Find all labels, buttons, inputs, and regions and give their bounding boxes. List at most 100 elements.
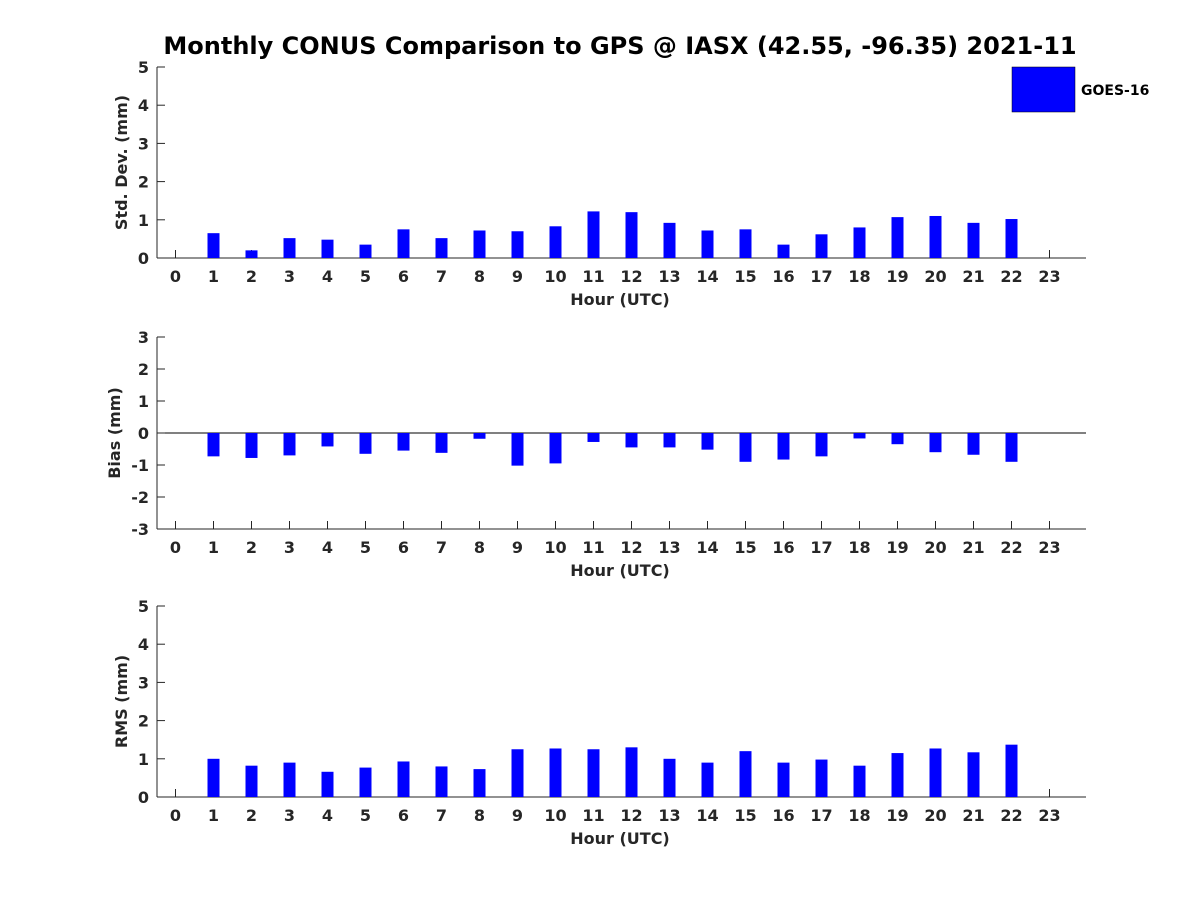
bias-bar-hour-7 xyxy=(435,433,448,453)
std-dev-bar-hour-14 xyxy=(701,230,714,258)
std-dev-bar-hour-2 xyxy=(245,250,258,258)
bias-bar-hour-2 xyxy=(245,433,258,458)
rms-bar-hour-8 xyxy=(473,769,486,797)
bias-x-tick-label: 19 xyxy=(886,538,908,557)
std-dev-y-tick-label: 3 xyxy=(138,134,149,153)
rms-y-tick-label: 5 xyxy=(138,597,149,616)
std-dev-x-tick-label: 19 xyxy=(886,267,908,286)
std-dev-x-tick-label: 4 xyxy=(322,267,333,286)
bias-bar-hour-14 xyxy=(701,433,714,450)
std-dev-x-tick-label: 10 xyxy=(544,267,566,286)
bias-bar-hour-11 xyxy=(587,433,600,442)
rms-bar-hour-19 xyxy=(891,753,904,797)
rms-x-tick-label: 19 xyxy=(886,806,908,825)
bias-bar-hour-18 xyxy=(853,433,866,439)
std-dev-x-tick-label: 0 xyxy=(170,267,181,286)
rms-x-tick-label: 16 xyxy=(772,806,794,825)
bias-x-tick-label: 17 xyxy=(810,538,832,557)
bias-bar-hour-8 xyxy=(473,433,486,439)
rms-bar-hour-6 xyxy=(397,761,410,797)
std-dev-bar-hour-8 xyxy=(473,230,486,258)
legend: GOES-16 xyxy=(1011,66,1149,113)
legend-swatch xyxy=(1011,66,1076,113)
bias-y-tick-label: 2 xyxy=(138,360,149,379)
std-dev-x-tick-label: 14 xyxy=(696,267,718,286)
rms-x-tick-label: 18 xyxy=(848,806,870,825)
bias-y-tick-label: 0 xyxy=(138,424,149,443)
std-dev-x-tick-label: 21 xyxy=(962,267,984,286)
std-dev-x-tick-label: 17 xyxy=(810,267,832,286)
bias-x-tick-label: 18 xyxy=(848,538,870,557)
bias-x-tick-label: 23 xyxy=(1038,538,1060,557)
std-dev-bar-hour-3 xyxy=(283,238,296,258)
std-dev-bar-hour-19 xyxy=(891,217,904,258)
rms-bar-hour-20 xyxy=(929,748,942,797)
bias-x-tick-label: 8 xyxy=(474,538,485,557)
std-dev-x-tick-label: 1 xyxy=(208,267,219,286)
std-dev-x-tick-label: 3 xyxy=(284,267,295,286)
bias-x-tick-label: 7 xyxy=(436,538,447,557)
rms-bar-hour-11 xyxy=(587,749,600,797)
legend-label: GOES-16 xyxy=(1081,83,1149,99)
rms-bar-hour-17 xyxy=(815,759,828,797)
rms-bar-hour-4 xyxy=(321,771,334,797)
std-dev-bar-hour-1 xyxy=(207,233,220,258)
rms-x-tick-label: 0 xyxy=(170,806,181,825)
rms-x-tick-label: 11 xyxy=(582,806,604,825)
std-dev-bar-hour-17 xyxy=(815,234,828,258)
bias-x-tick-label: 1 xyxy=(208,538,219,557)
rms-x-tick-label: 20 xyxy=(924,806,946,825)
std-dev-y-tick-label: 0 xyxy=(138,249,149,268)
bias-x-tick-label: 11 xyxy=(582,538,604,557)
rms-y-tick-label: 1 xyxy=(138,750,149,769)
std-dev-bar-hour-15 xyxy=(739,229,752,258)
bias-x-tick-label: 14 xyxy=(696,538,718,557)
std-dev-bar-hour-13 xyxy=(663,222,676,258)
rms-bar-hour-13 xyxy=(663,758,676,797)
rms-x-tick-label: 22 xyxy=(1000,806,1022,825)
std-dev-x-tick-label: 2 xyxy=(246,267,257,286)
bias-x-tick-label: 2 xyxy=(246,538,257,557)
bias-x-tick-label: 12 xyxy=(620,538,642,557)
rms-x-axis-label: Hour (UTC) xyxy=(570,829,670,848)
bias-bar-hour-12 xyxy=(625,433,638,448)
std-dev-bar-hour-9 xyxy=(511,231,524,258)
bias-x-tick-label: 15 xyxy=(734,538,756,557)
bias-bar-hour-13 xyxy=(663,433,676,448)
rms-bar-hour-14 xyxy=(701,762,714,797)
bias-x-tick-label: 4 xyxy=(322,538,333,557)
rms-bar-hour-3 xyxy=(283,762,296,797)
bias-bar-hour-3 xyxy=(283,433,296,456)
rms-x-tick-label: 14 xyxy=(696,806,718,825)
rms-bar-hour-1 xyxy=(207,758,220,797)
std-dev-bar-hour-20 xyxy=(929,215,942,258)
bias-y-tick-label: -1 xyxy=(131,456,149,475)
bias-bar-hour-17 xyxy=(815,433,828,457)
rms-bar-hour-18 xyxy=(853,765,866,797)
rms-bar-hour-12 xyxy=(625,747,638,797)
std-dev-x-tick-label: 7 xyxy=(436,267,447,286)
rms-bar-hour-7 xyxy=(435,766,448,797)
rms-bar-hour-21 xyxy=(967,752,980,797)
rms-bar-hour-10 xyxy=(549,748,562,797)
rms-x-tick-label: 21 xyxy=(962,806,984,825)
bias-x-tick-label: 10 xyxy=(544,538,566,557)
std-dev-x-axis-label: Hour (UTC) xyxy=(570,290,670,309)
std-dev-y-tick-label: 2 xyxy=(138,173,149,192)
bias-x-tick-label: 13 xyxy=(658,538,680,557)
std-dev-x-tick-label: 18 xyxy=(848,267,870,286)
std-dev-y-tick-label: 1 xyxy=(138,211,149,230)
bias-bar-hour-4 xyxy=(321,433,334,447)
bias-bar-hour-10 xyxy=(549,433,562,464)
std-dev-bar-hour-11 xyxy=(587,211,600,258)
bias-bar-hour-6 xyxy=(397,433,410,451)
bias-x-tick-label: 21 xyxy=(962,538,984,557)
std-dev-x-tick-label: 9 xyxy=(512,267,523,286)
std-dev-bar-hour-7 xyxy=(435,238,448,258)
std-dev-bar-hour-5 xyxy=(359,244,372,258)
bias-y-tick-label: 3 xyxy=(138,328,149,347)
